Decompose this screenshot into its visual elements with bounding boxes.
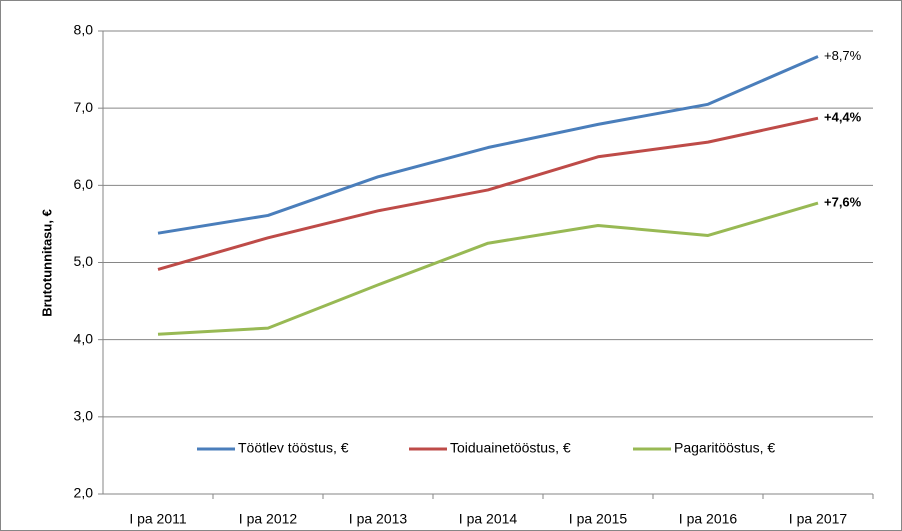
y-tick-label: 6,0: [74, 176, 94, 192]
x-tick-label: I pa 2017: [789, 511, 848, 527]
y-tick-label: 5,0: [74, 253, 94, 269]
x-tick-label: I pa 2013: [349, 511, 408, 527]
x-tick-label: I pa 2015: [569, 511, 628, 527]
line-series: [157, 201, 819, 336]
x-tick-label: I pa 2012: [239, 511, 298, 527]
end-label: +4,4%: [824, 110, 862, 125]
y-axis-label: Brutotunnitasu, €: [39, 209, 54, 317]
x-tick-label: I pa 2011: [129, 511, 187, 527]
y-tick-label: 2,0: [74, 485, 94, 501]
y-tick-label: 4,0: [74, 330, 94, 346]
end-label: +8,7%: [824, 48, 862, 63]
y-tick-label: 3,0: [74, 408, 94, 424]
end-label: +7,6%: [824, 195, 862, 210]
line-series: [157, 116, 819, 271]
x-tick-label: I pa 2016: [679, 511, 738, 527]
line-series: [157, 55, 819, 235]
y-tick-label: 8,0: [74, 22, 94, 38]
legend-label: Pagaritööstus, €: [674, 440, 775, 456]
legend-label: Toiduainetööstus, €: [450, 440, 571, 456]
y-tick-label: 7,0: [74, 99, 94, 115]
legend-label: Töötlev tööstus, €: [238, 440, 349, 456]
x-tick-label: I pa 2014: [459, 511, 518, 527]
